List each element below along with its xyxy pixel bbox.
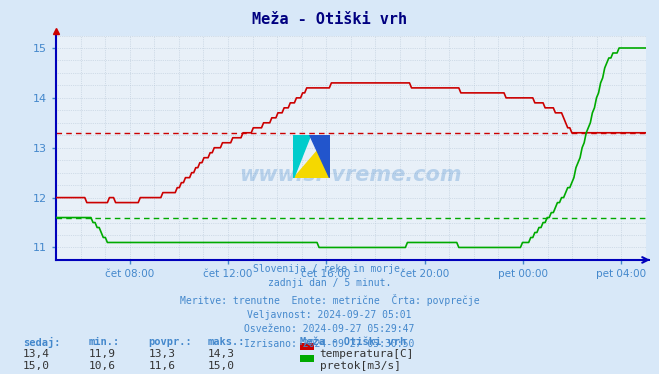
Text: temperatura[C]: temperatura[C] [320, 349, 414, 359]
Text: 11,9: 11,9 [89, 349, 116, 359]
Text: povpr.:: povpr.: [148, 337, 192, 347]
Polygon shape [293, 135, 330, 178]
Text: 13,3: 13,3 [148, 349, 175, 359]
Text: 11,6: 11,6 [148, 361, 175, 371]
Text: 10,6: 10,6 [89, 361, 116, 371]
Text: maks.:: maks.: [208, 337, 245, 347]
Polygon shape [310, 135, 330, 178]
Text: pretok[m3/s]: pretok[m3/s] [320, 361, 401, 371]
Text: Meža - Otiški vrh: Meža - Otiški vrh [300, 337, 406, 347]
Text: 13,4: 13,4 [23, 349, 50, 359]
Text: 14,3: 14,3 [208, 349, 235, 359]
Text: 15,0: 15,0 [208, 361, 235, 371]
Text: sedaj:: sedaj: [23, 337, 61, 348]
Text: Slovenija / reke in morje.
zadnji dan / 5 minut.
Meritve: trenutne  Enote: metri: Slovenija / reke in morje. zadnji dan / … [180, 264, 479, 349]
Text: Meža - Otiški vrh: Meža - Otiški vrh [252, 12, 407, 27]
Text: min.:: min.: [89, 337, 120, 347]
Text: 15,0: 15,0 [23, 361, 50, 371]
Polygon shape [293, 135, 310, 178]
Text: www.si-vreme.com: www.si-vreme.com [240, 165, 462, 185]
